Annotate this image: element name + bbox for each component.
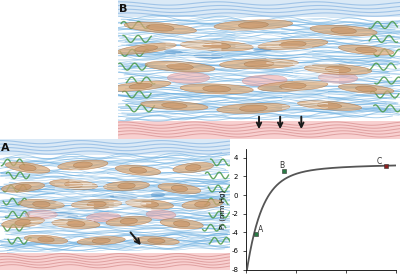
Ellipse shape: [15, 219, 31, 226]
Ellipse shape: [141, 101, 208, 110]
Ellipse shape: [64, 182, 83, 188]
Bar: [118, 121, 400, 139]
Ellipse shape: [180, 41, 253, 51]
Bar: [118, 142, 400, 147]
Ellipse shape: [240, 105, 267, 112]
Text: B: B: [120, 4, 128, 14]
Ellipse shape: [194, 201, 210, 207]
Bar: [0, 252, 230, 270]
Ellipse shape: [217, 103, 290, 113]
Ellipse shape: [242, 75, 287, 86]
Ellipse shape: [115, 165, 161, 175]
Ellipse shape: [220, 59, 298, 69]
Ellipse shape: [310, 25, 377, 36]
Ellipse shape: [5, 162, 50, 173]
Ellipse shape: [338, 84, 394, 94]
Ellipse shape: [325, 66, 351, 73]
Ellipse shape: [304, 64, 372, 75]
Ellipse shape: [238, 22, 268, 28]
Ellipse shape: [67, 221, 85, 227]
Ellipse shape: [331, 27, 356, 34]
Ellipse shape: [52, 219, 100, 229]
Ellipse shape: [116, 43, 176, 54]
Text: A: A: [258, 225, 263, 234]
Ellipse shape: [92, 238, 110, 243]
Ellipse shape: [87, 201, 106, 207]
Ellipse shape: [244, 61, 274, 67]
Y-axis label: Pi (mm Hg): Pi (mm Hg): [219, 189, 226, 229]
Ellipse shape: [167, 72, 210, 83]
Ellipse shape: [24, 235, 68, 244]
Ellipse shape: [2, 217, 44, 228]
Ellipse shape: [134, 236, 179, 245]
Text: A: A: [1, 143, 10, 153]
Ellipse shape: [317, 103, 342, 108]
Ellipse shape: [135, 46, 158, 52]
Ellipse shape: [280, 41, 306, 48]
Ellipse shape: [356, 86, 377, 92]
Ellipse shape: [140, 201, 159, 207]
Ellipse shape: [174, 221, 190, 227]
Ellipse shape: [86, 213, 121, 222]
Ellipse shape: [253, 48, 272, 52]
Ellipse shape: [73, 162, 92, 168]
Ellipse shape: [2, 182, 44, 192]
Ellipse shape: [356, 47, 377, 53]
Ellipse shape: [71, 200, 122, 209]
Ellipse shape: [194, 54, 223, 59]
Ellipse shape: [145, 61, 215, 72]
Ellipse shape: [158, 183, 201, 194]
Ellipse shape: [338, 45, 394, 55]
Ellipse shape: [160, 219, 203, 229]
Ellipse shape: [280, 83, 306, 89]
Ellipse shape: [164, 50, 183, 55]
Ellipse shape: [33, 201, 50, 207]
Ellipse shape: [110, 81, 171, 91]
Ellipse shape: [146, 210, 176, 219]
Ellipse shape: [126, 199, 174, 209]
Ellipse shape: [58, 160, 108, 170]
Ellipse shape: [129, 83, 152, 89]
Ellipse shape: [203, 86, 231, 92]
Ellipse shape: [110, 195, 138, 200]
Ellipse shape: [203, 43, 230, 49]
Bar: [0, 139, 230, 155]
Text: B: B: [279, 161, 284, 170]
Ellipse shape: [120, 218, 138, 224]
Ellipse shape: [50, 180, 98, 189]
Ellipse shape: [118, 183, 135, 189]
Ellipse shape: [104, 181, 150, 191]
Ellipse shape: [182, 199, 223, 209]
Ellipse shape: [258, 81, 328, 91]
Ellipse shape: [106, 216, 152, 226]
Ellipse shape: [298, 101, 362, 110]
Ellipse shape: [19, 164, 36, 171]
Ellipse shape: [25, 210, 58, 219]
Ellipse shape: [18, 199, 64, 209]
Ellipse shape: [180, 84, 253, 94]
Ellipse shape: [171, 185, 188, 192]
Ellipse shape: [148, 238, 165, 243]
Ellipse shape: [151, 192, 165, 197]
Ellipse shape: [124, 22, 196, 34]
Ellipse shape: [53, 212, 78, 218]
Text: C: C: [377, 157, 382, 166]
Bar: [118, 0, 400, 17]
Ellipse shape: [258, 39, 328, 50]
Ellipse shape: [167, 64, 193, 70]
Ellipse shape: [129, 167, 147, 173]
Ellipse shape: [173, 163, 214, 173]
Ellipse shape: [38, 237, 54, 242]
Ellipse shape: [162, 103, 187, 108]
Ellipse shape: [77, 236, 125, 245]
Bar: [0, 272, 230, 275]
Ellipse shape: [318, 72, 358, 83]
Ellipse shape: [260, 86, 289, 91]
Ellipse shape: [146, 24, 174, 31]
Ellipse shape: [186, 164, 201, 171]
Ellipse shape: [214, 20, 293, 30]
Ellipse shape: [15, 184, 31, 190]
